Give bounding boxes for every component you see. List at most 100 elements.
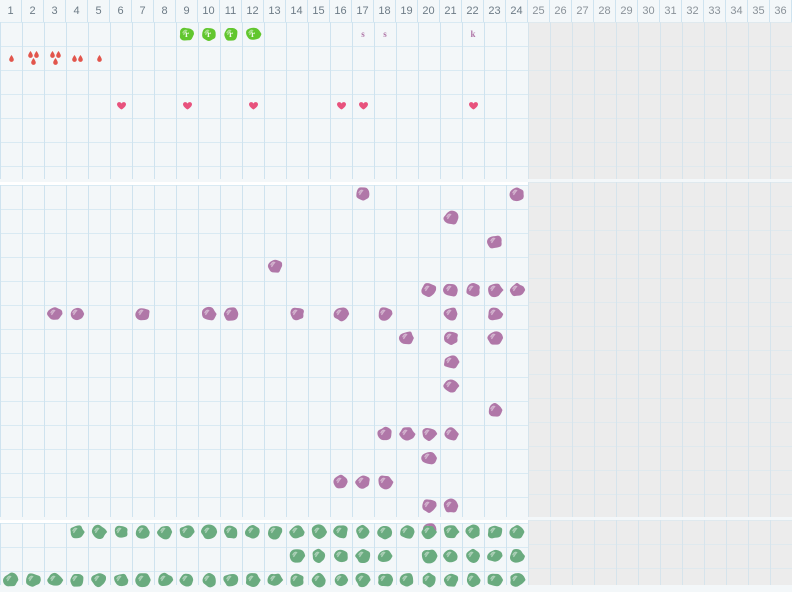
purple-mark-r9-c23[interactable]	[484, 398, 506, 422]
purple-mark-r12-c17[interactable]	[352, 470, 374, 494]
purple-mark-r5-c3[interactable]	[44, 302, 66, 326]
purple-letter-mark-col-17[interactable]: s	[352, 22, 374, 46]
heart-cell-col-6[interactable]	[110, 94, 132, 118]
purple-letter-mark-col-18[interactable]: s	[374, 22, 396, 46]
column-header-8[interactable]: 8	[154, 0, 176, 22]
green-mark-r2-c14[interactable]	[286, 568, 308, 592]
purple-mark-r4-c22[interactable]	[462, 278, 484, 302]
green-mark-r2-c10[interactable]	[198, 568, 220, 592]
column-header-15[interactable]: 15	[308, 0, 330, 22]
purple-mark-r4-c21[interactable]	[440, 278, 462, 302]
green-mark-r1-c15[interactable]	[308, 544, 330, 568]
column-header-25[interactable]: 25	[528, 0, 550, 22]
column-header-6[interactable]: 6	[110, 0, 132, 22]
green-mark-r2-c22[interactable]	[462, 568, 484, 592]
purple-mark-r10-c19[interactable]	[396, 422, 418, 446]
green-mark-r1-c20[interactable]	[418, 544, 440, 568]
green-mark-r2-c23[interactable]	[484, 568, 506, 592]
green-mark-r2-c19[interactable]	[396, 568, 418, 592]
green-mark-r0-c10[interactable]	[198, 520, 220, 544]
purple-mark-r13-c20[interactable]	[418, 494, 440, 518]
green-mark-r1-c16[interactable]	[330, 544, 352, 568]
green-mark-r1-c17[interactable]	[352, 544, 374, 568]
green-mark-r2-c16[interactable]	[330, 568, 352, 592]
purple-mark-r0-c24[interactable]	[506, 182, 528, 206]
purple-mark-r5-c14[interactable]	[286, 302, 308, 326]
green-mark-r2-c8[interactable]	[154, 568, 176, 592]
green-mark-r2-c18[interactable]	[374, 568, 396, 592]
heart-cell-col-17[interactable]	[352, 94, 374, 118]
green-mark-r2-c11[interactable]	[220, 568, 242, 592]
purple-mark-r10-c18[interactable]	[374, 422, 396, 446]
green-mark-r2-c17[interactable]	[352, 568, 374, 592]
green-mark-r0-c22[interactable]	[462, 520, 484, 544]
heart-cell-col-22[interactable]	[462, 94, 484, 118]
column-header-28[interactable]: 28	[594, 0, 616, 22]
column-header-35[interactable]: 35	[748, 0, 770, 22]
green-mark-r2-c15[interactable]	[308, 568, 330, 592]
green-mark-r2-c2[interactable]	[22, 568, 44, 592]
green-mark-r2-c24[interactable]	[506, 568, 528, 592]
column-header-24[interactable]: 24	[506, 0, 528, 22]
green-mark-r2-c1[interactable]	[0, 568, 22, 592]
green-mark-r2-c4[interactable]	[66, 568, 88, 592]
column-header-5[interactable]: 5	[88, 0, 110, 22]
column-header-30[interactable]: 30	[638, 0, 660, 22]
column-header-23[interactable]: 23	[484, 0, 506, 22]
column-header-31[interactable]: 31	[660, 0, 682, 22]
purple-letter-mark-col-22[interactable]: k	[462, 22, 484, 46]
column-header-22[interactable]: 22	[462, 0, 484, 22]
purple-mark-r5-c7[interactable]	[132, 302, 154, 326]
green-mark-r0-c19[interactable]	[396, 520, 418, 544]
green-mark-r0-c12[interactable]	[242, 520, 264, 544]
green-mark-r2-c21[interactable]	[440, 568, 462, 592]
purple-mark-r12-c18[interactable]	[374, 470, 396, 494]
green-r-mark-col-12[interactable]: r	[242, 22, 264, 46]
green-mark-r1-c18[interactable]	[374, 544, 396, 568]
column-header-11[interactable]: 11	[220, 0, 242, 22]
green-r-mark-col-9[interactable]: r	[176, 22, 198, 46]
green-mark-r0-c13[interactable]	[264, 520, 286, 544]
blood-drop-cell-col-3[interactable]	[44, 46, 66, 70]
purple-mark-r3-c13[interactable]	[264, 254, 286, 278]
green-mark-r2-c7[interactable]	[132, 568, 154, 592]
column-header-21[interactable]: 21	[440, 0, 462, 22]
purple-mark-r6-c23[interactable]	[484, 326, 506, 350]
column-header-3[interactable]: 3	[44, 0, 66, 22]
column-header-12[interactable]: 12	[242, 0, 264, 22]
green-mark-r2-c5[interactable]	[88, 568, 110, 592]
column-header-10[interactable]: 10	[198, 0, 220, 22]
column-header-27[interactable]: 27	[572, 0, 594, 22]
green-mark-r2-c3[interactable]	[44, 568, 66, 592]
green-mark-r2-c13[interactable]	[264, 568, 286, 592]
purple-mark-r8-c21[interactable]	[440, 374, 462, 398]
green-mark-r0-c5[interactable]	[88, 520, 110, 544]
green-mark-r0-c23[interactable]	[484, 520, 506, 544]
column-header-2[interactable]: 2	[22, 0, 44, 22]
green-mark-r2-c6[interactable]	[110, 568, 132, 592]
column-header-19[interactable]: 19	[396, 0, 418, 22]
column-header-34[interactable]: 34	[726, 0, 748, 22]
green-mark-r2-c20[interactable]	[418, 568, 440, 592]
column-header-4[interactable]: 4	[66, 0, 88, 22]
column-header-18[interactable]: 18	[374, 0, 396, 22]
purple-mark-r5-c4[interactable]	[66, 302, 88, 326]
purple-mark-r5-c10[interactable]	[198, 302, 220, 326]
heart-cell-col-12[interactable]	[242, 94, 264, 118]
purple-mark-r4-c23[interactable]	[484, 278, 506, 302]
column-header-32[interactable]: 32	[682, 0, 704, 22]
purple-mark-r1-c21[interactable]	[440, 206, 462, 230]
purple-mark-r2-c23[interactable]	[484, 230, 506, 254]
green-mark-r0-c6[interactable]	[110, 520, 132, 544]
green-mark-r0-c4[interactable]	[66, 520, 88, 544]
purple-mark-r4-c20[interactable]	[418, 278, 440, 302]
green-r-mark-col-10[interactable]: r	[198, 22, 220, 46]
green-mark-r2-c9[interactable]	[176, 568, 198, 592]
purple-mark-r13-c21[interactable]	[440, 494, 462, 518]
blood-drop-cell-col-1[interactable]	[0, 46, 22, 70]
heart-cell-col-16[interactable]	[330, 94, 352, 118]
purple-mark-r4-c24[interactable]	[506, 278, 528, 302]
green-mark-r0-c21[interactable]	[440, 520, 462, 544]
green-r-mark-col-11[interactable]: r	[220, 22, 242, 46]
purple-mark-r6-c25[interactable]	[528, 326, 550, 350]
